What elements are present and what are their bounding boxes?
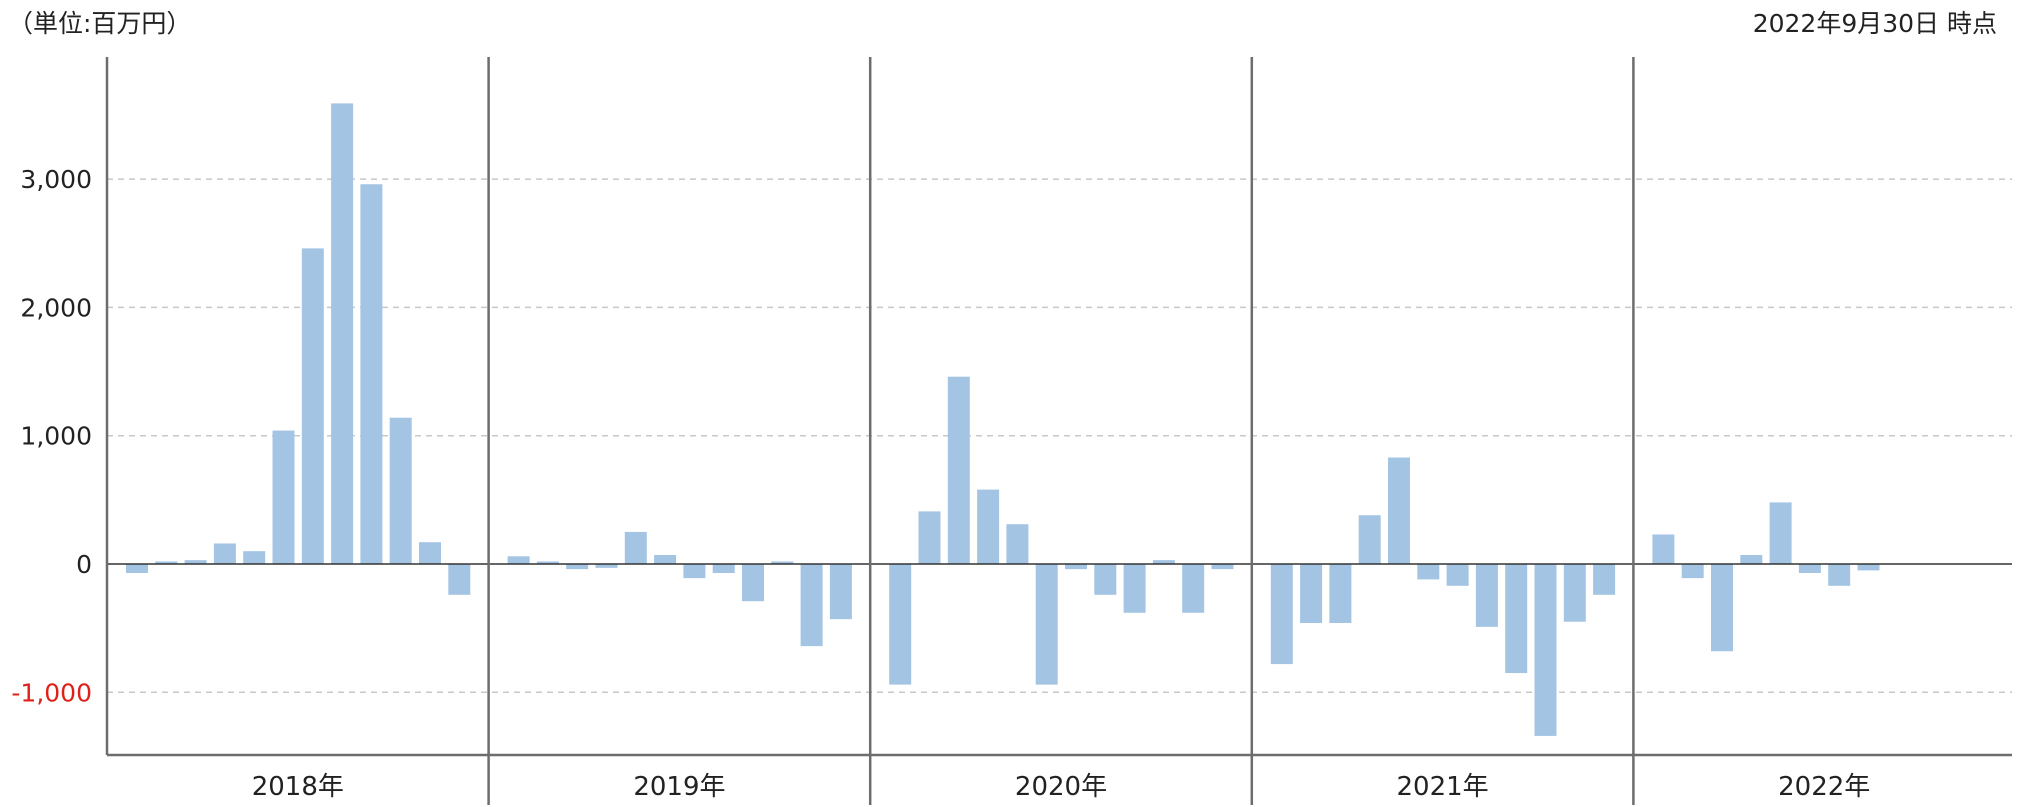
x-group-label: 2022年 (1778, 772, 1870, 802)
bar (448, 564, 471, 595)
bar (389, 417, 412, 564)
bar (1358, 515, 1381, 564)
bar (360, 184, 383, 564)
bar (126, 564, 148, 573)
bar (1182, 564, 1205, 613)
bar (683, 564, 706, 579)
bar (184, 560, 207, 564)
bar (1593, 564, 1616, 595)
bar (1211, 564, 1234, 570)
bar (419, 542, 441, 564)
axis-layer (105, 57, 2012, 805)
bar (1505, 564, 1528, 674)
bar (1534, 564, 1557, 736)
bar (800, 564, 823, 647)
bar (624, 531, 647, 564)
x-group-label: 2020年 (1015, 772, 1107, 802)
bar (918, 511, 941, 564)
bar (1417, 564, 1440, 580)
bar (977, 489, 1000, 564)
bar (1123, 564, 1146, 613)
bar (1652, 534, 1675, 564)
grid-layer (107, 178, 2012, 694)
bar (1681, 564, 1704, 579)
bar (1740, 555, 1763, 564)
bar (1270, 564, 1293, 665)
bar (1857, 564, 1880, 571)
x-group-label: 2018年 (252, 772, 344, 802)
bar (1094, 564, 1117, 595)
bar (654, 555, 677, 564)
bar (1798, 564, 1821, 573)
x-group-label: 2019年 (633, 772, 725, 802)
bar-layer (126, 103, 1880, 736)
bar (272, 430, 295, 564)
bar (243, 551, 266, 564)
bar (1828, 564, 1851, 586)
bar (331, 103, 354, 564)
bar (829, 564, 852, 620)
y-tick-label: 3,000 (20, 165, 92, 194)
bar (1446, 564, 1469, 586)
bar (1006, 524, 1029, 564)
y-tick-label: -1,000 (11, 678, 92, 707)
bar (771, 561, 794, 564)
bar (712, 564, 735, 573)
bar (742, 564, 764, 602)
bar (155, 561, 178, 564)
bar (595, 564, 618, 568)
bar (566, 564, 589, 570)
bar (301, 248, 324, 564)
bar (889, 564, 912, 685)
as-of-date-label: 2022年9月30日 時点 (1752, 9, 1997, 38)
bar (1769, 502, 1792, 564)
bar (213, 543, 236, 564)
bar (1152, 560, 1175, 564)
bar (1065, 564, 1087, 570)
bar (1563, 564, 1586, 622)
bar (1711, 564, 1733, 652)
unit-label: （単位:百万円） (8, 9, 192, 38)
bar (507, 556, 530, 564)
bar (1388, 457, 1410, 564)
label-layer: -1,000 0 1,000 2,000 3,000 2018年 2019年 2020年 202… (11, 165, 1870, 802)
bar (1475, 564, 1498, 627)
bar (947, 376, 970, 564)
y-tick-label: 1,000 (20, 422, 92, 451)
bar (1035, 564, 1058, 685)
bar (536, 561, 559, 564)
x-group-label: 2021年 (1397, 772, 1489, 802)
bar (1300, 564, 1323, 624)
y-tick-label: 0 (76, 550, 92, 579)
y-tick-label: 2,000 (20, 293, 92, 322)
bar (1329, 564, 1352, 624)
